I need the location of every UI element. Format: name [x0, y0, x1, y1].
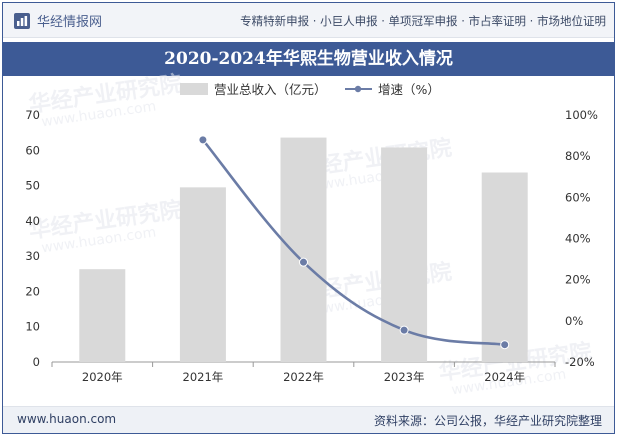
- y-left-tick-label: 0: [33, 355, 40, 369]
- axes: 0 10 20 30 40 50 60 70 -20% 0% 20% 40% 60% 80% 100% 202…: [25, 108, 598, 384]
- y-right-tick-label: 80%: [565, 149, 591, 163]
- bar-series: [79, 137, 528, 362]
- y-right-tick-label: 60%: [565, 190, 591, 204]
- x-tick-label: 2022年: [283, 370, 324, 384]
- bar-2020年: [79, 269, 126, 362]
- service-tagline: 专精特新申报 · 小巨人申报 · 单项冠军申报 · 市占率证明 · 市场地位证明: [240, 14, 606, 28]
- bar-2024年: [481, 172, 528, 362]
- bar-2021年: [179, 187, 226, 362]
- y-left-tick-label: 20: [25, 284, 40, 298]
- y-left-tick-label: 30: [25, 249, 40, 263]
- y-right-tick-label: 100%: [565, 108, 598, 122]
- y-right-tick-label: 40%: [565, 232, 591, 246]
- chart-card: 华经情报网 专精特新申报 · 小巨人申报 · 单项冠军申报 · 市占率证明 · …: [2, 2, 615, 434]
- legend-label-revenue: 营业总收入（亿元）: [214, 82, 327, 97]
- legend-bar-swatch: [180, 83, 208, 95]
- y-right-tick-label: 0%: [565, 314, 583, 328]
- logo-text: 华经情报网: [37, 15, 103, 30]
- footer-bar: www.huaon.com 资料来源：公司公报，华经产业研究院整理: [3, 406, 614, 433]
- y-left-tick-label: 50: [25, 179, 40, 193]
- y-left-tick-label: 10: [25, 320, 40, 334]
- x-tick-label: 2020年: [82, 370, 123, 384]
- brand-logo[interactable]: 华经情报网: [13, 11, 102, 30]
- legend-label-growth: 增速（%）: [378, 82, 440, 97]
- y-right-tick-label: -20%: [565, 355, 595, 369]
- growth-point: [399, 325, 409, 335]
- growth-point: [299, 257, 308, 267]
- bar-2022年: [280, 137, 327, 362]
- y-right-tick-label: 20%: [565, 273, 591, 287]
- y-left-tick-label: 40: [25, 214, 40, 228]
- line-series: [198, 135, 510, 350]
- chart-title: 2020-2024年华熙生物营业收入情况: [3, 42, 614, 76]
- source-note: 资料来源：公司公报，华经产业研究院整理: [373, 414, 602, 428]
- bar-chart-logo-icon: [14, 12, 30, 29]
- top-banner: 华经情报网 专精特新申报 · 小巨人申报 · 单项冠军申报 · 市占率证明 · …: [3, 3, 614, 38]
- legend: 营业总收入（亿元） 增速（%）: [180, 82, 440, 97]
- website-link[interactable]: www.huaon.com: [17, 412, 117, 426]
- legend-line-marker: [354, 85, 362, 93]
- growth-point: [500, 340, 510, 350]
- growth-point: [198, 135, 208, 145]
- x-tick-label: 2021年: [183, 370, 224, 384]
- y-left-tick-label: 60: [25, 143, 40, 157]
- growth-line: [201, 139, 505, 346]
- x-tick-label: 2023年: [384, 370, 425, 384]
- x-tick-label: 2024年: [484, 370, 525, 384]
- y-left-tick-label: 70: [25, 108, 40, 122]
